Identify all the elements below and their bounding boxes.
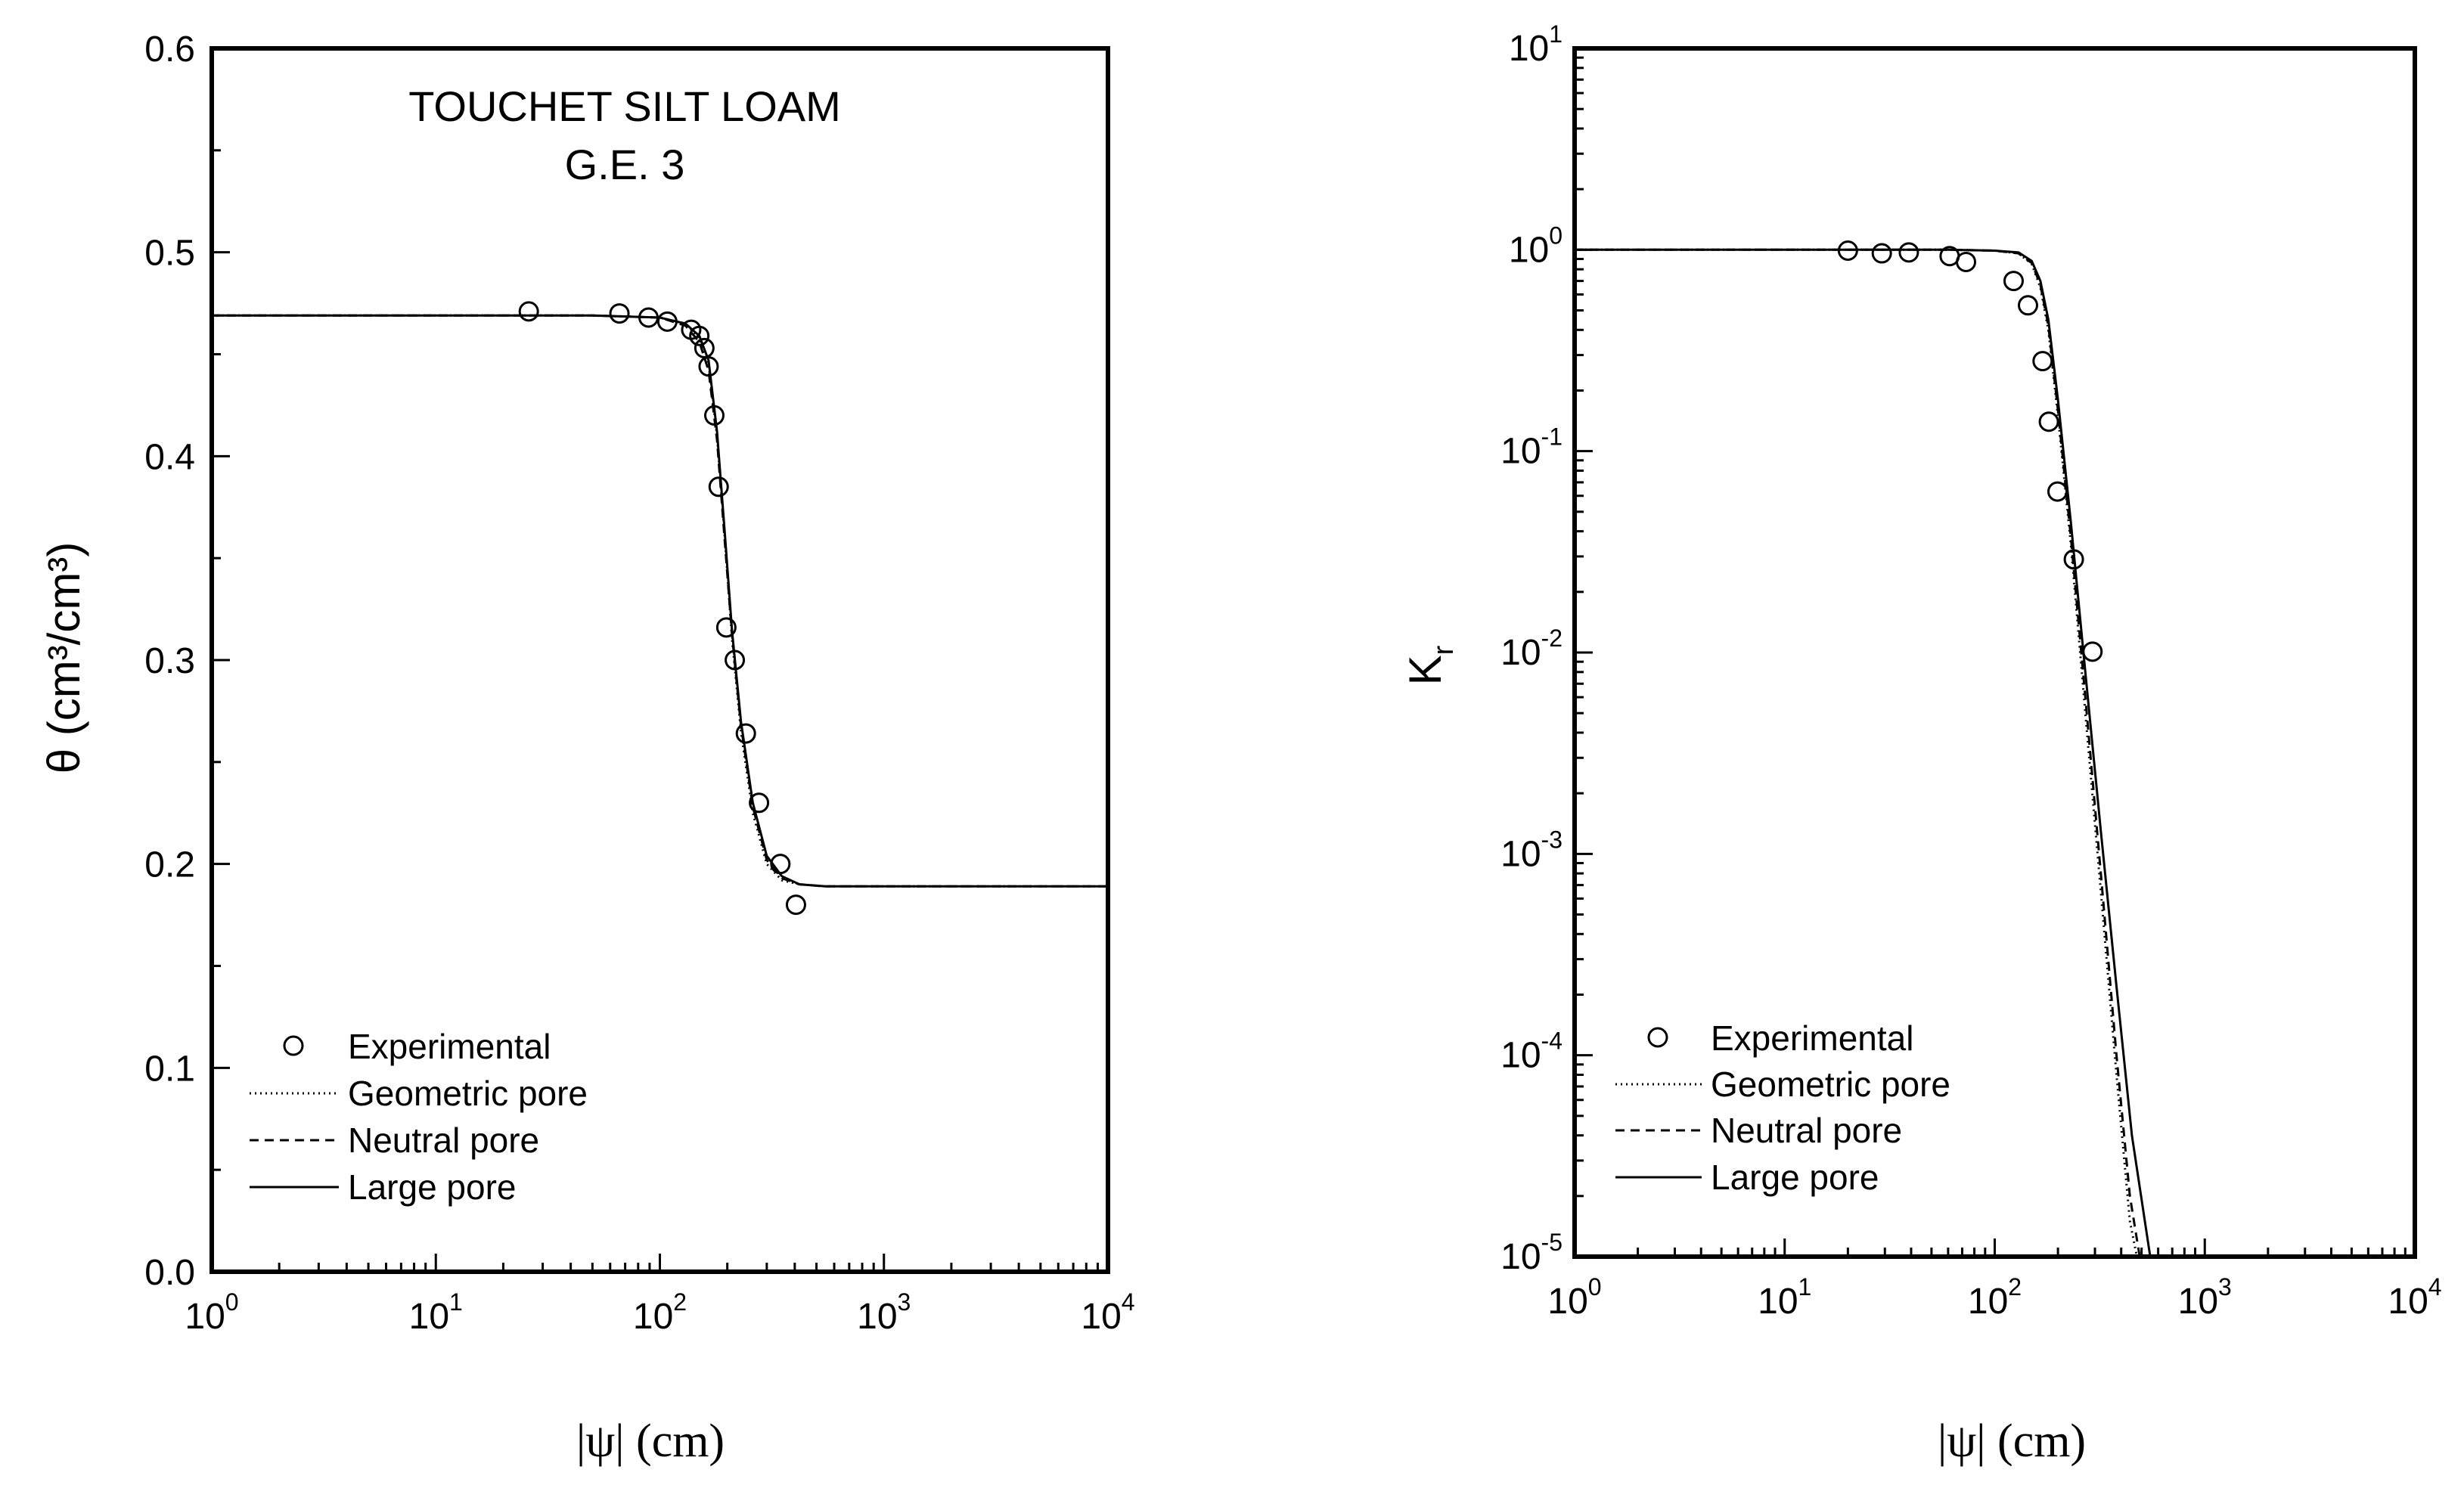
theta-y-axis-label: θ (cm³/cm³) [39,542,89,774]
kr-curve-geometric-pore [1575,248,2138,1257]
theta-x-axis-label: |ψ| (cm) [576,1415,725,1467]
theta-point-experimental [704,405,725,426]
theta-point-experimental [708,476,729,498]
kr-y-axis-label-main: K [1400,655,1451,685]
kr-point-experimental [1956,251,1977,272]
theta-chart-title: TOUCHET SILT LOAM [408,82,841,130]
theta-point-experimental [609,303,630,324]
legend-label-experimental: Experimental [348,1027,551,1066]
theta-x-tick-label: 103 [857,1288,911,1337]
kr-x-tick-label: 102 [1968,1273,2022,1322]
kr-y-tick-label: 101 [1509,20,1562,69]
kr-point-experimental [2082,641,2103,662]
theta-point-experimental [770,854,791,875]
legend-label-neutral-pore: Neutral pore [348,1121,539,1160]
legend-label-neutral-pore: Neutral pore [1711,1111,1902,1150]
kr-y-tick-label: 10-3 [1500,826,1562,874]
theta-point-experimental [735,723,756,744]
theta-x-tick-label: 104 [1081,1288,1134,1337]
theta-y-tick-label: 0.6 [144,29,195,70]
kr-y-tick-label: 10-2 [1500,625,1562,673]
legend-marker-experimental [283,1035,304,1056]
kr-point-experimental [1871,243,1892,264]
theta-curve-neutral-pore [212,314,1108,888]
kr-x-tick-label: 101 [1758,1273,1811,1322]
theta-point-experimental [638,307,659,328]
legend-label-large-pore: Large pore [1711,1158,1879,1197]
theta-plot-frame [209,46,1110,1274]
kr-point-experimental [2032,351,2053,372]
theta-point-experimental [749,792,770,814]
legend-marker-experimental [1647,1027,1668,1048]
kr-curve-large-pore [1575,248,2152,1257]
kr-y-tick-label: 10-4 [1500,1028,1562,1076]
theta-chart-panel: 100 101 102 103 104 0.0 0.1 0.2 0.3 0.4 0.5 0.6 TO… [39,29,1135,1467]
theta-y-tick-label: 0.2 [144,845,195,885]
theta-y-tick-label: 0.1 [144,1049,195,1089]
theta-chart-subtitle: G.E. 3 [565,141,685,188]
kr-point-experimental [2003,271,2024,292]
legend-label-geometric-pore: Geometric pore [348,1074,588,1113]
kr-x-axis-label: |ψ| (cm) [1938,1415,2086,1467]
kr-point-experimental [2017,295,2038,316]
theta-y-tick-label: 0.3 [144,641,195,681]
kr-point-experimental [2038,411,2059,432]
legend-label-experimental: Experimental [1711,1018,1913,1058]
kr-chart-panel: 100 101 102 103 104 10-5 10-4 10-3 10-2 10-1 100 1… [1400,20,2442,1467]
theta-x-tick-label: 100 [185,1288,238,1337]
theta-point-experimental [656,311,678,332]
kr-point-experimental [1837,240,1858,261]
theta-legend: Experimental Geometric pore Neutral pore… [250,1027,588,1207]
theta-point-experimental [698,356,719,377]
kr-y-axis-label: Kr [1400,645,1460,685]
theta-point-experimental [725,649,746,671]
kr-x-tick-label: 100 [1547,1273,1601,1322]
kr-y-tick-label: 10-5 [1500,1229,1562,1277]
theta-y-tick-label: 0.0 [144,1253,195,1293]
theta-y-tick-label: 0.4 [144,437,195,477]
theta-point-experimental [715,617,737,638]
kr-point-experimental [2047,481,2068,502]
kr-curve-neutral-pore [1575,248,2141,1257]
kr-plot-frame [1572,46,2417,1259]
theta-x-tick-label: 101 [409,1288,463,1337]
theta-point-experimental [689,325,710,346]
kr-y-tick-label: 10-1 [1500,423,1562,472]
legend-label-large-pore: Large pore [348,1167,517,1207]
kr-point-experimental [2063,549,2084,570]
kr-legend: Experimental Geometric pore Neutral pore… [1615,1018,1950,1197]
kr-point-experimental [1898,242,1919,263]
theta-y-tick-label: 0.5 [144,234,195,274]
theta-x-tick-label: 102 [633,1288,687,1337]
kr-y-tick-label: 100 [1509,222,1562,270]
theta-point-experimental [785,894,806,916]
kr-y-axis-label-subscript: r [1428,645,1460,655]
kr-x-tick-label: 104 [2388,1273,2441,1322]
kr-x-tick-label: 103 [2178,1273,2232,1322]
theta-curve-large-pore [212,314,1108,888]
theta-curve-geometric-pore [212,314,1108,888]
legend-label-geometric-pore: Geometric pore [1711,1065,1950,1104]
theta-point-experimental [518,301,539,322]
